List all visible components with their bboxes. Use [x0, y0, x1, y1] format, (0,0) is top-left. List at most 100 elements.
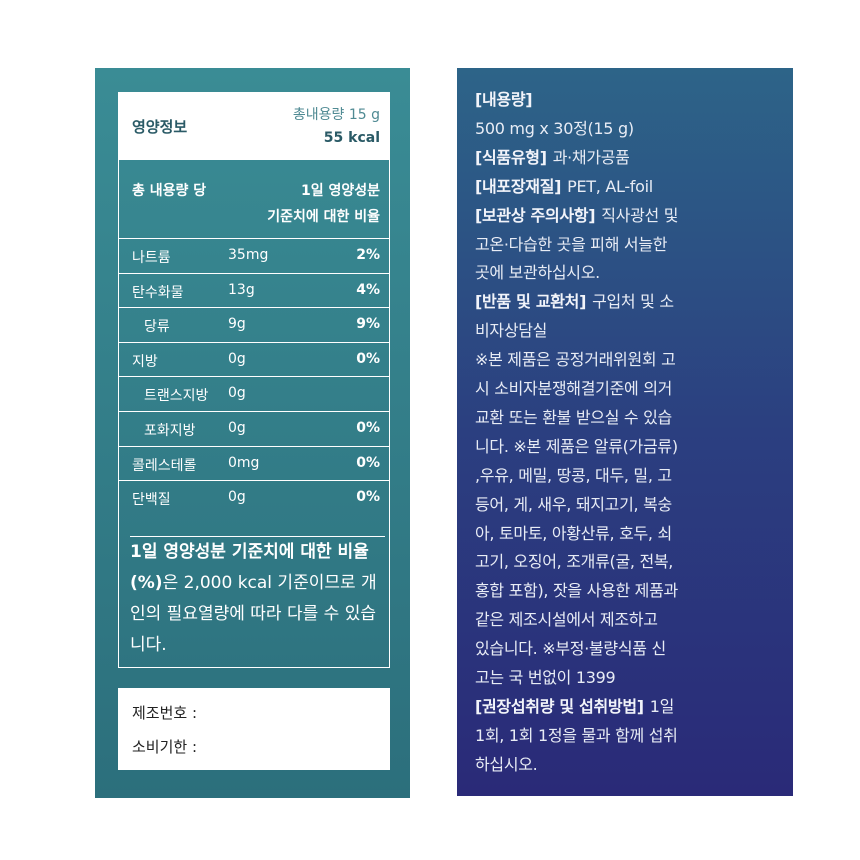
nutrient-name: 콜레스테롤 — [132, 457, 197, 474]
info-text: 등어, 게, 새우, 돼지고기, 복숭 — [475, 494, 672, 514]
nutrient-name: 포화지방 — [144, 423, 196, 439]
info-line: 홍합 포함), 잣을 사용한 제품과 — [475, 577, 678, 601]
header-left: 총 내용량 당 — [132, 183, 207, 199]
left-panel — [95, 68, 410, 798]
nutrient-row: 탄수화물 13g 4% — [118, 272, 390, 307]
info-text: 500 mg x 30정(15 g) — [475, 118, 634, 138]
nutrient-amount: 0g — [228, 489, 246, 506]
info-label: [내용량] — [475, 90, 533, 109]
nutrient-percent: 0% — [356, 350, 380, 367]
info-line: 교환 또는 환불 받으실 수 있습 — [475, 404, 672, 428]
nutrient-row: 트랜스지방 0g — [118, 376, 390, 410]
info-line: ※본 제품은 공정거래위원회 고 — [475, 346, 676, 370]
expiry: 소비기한 : — [132, 738, 198, 756]
nutrient-amount: 0mg — [228, 454, 260, 471]
nutrient-amount: 35mg — [228, 247, 269, 263]
lot-box: 제조번호 : 소비기한 : — [118, 688, 390, 770]
info-line: [권장섭취량 및 섭취방법] 1일 — [475, 693, 674, 717]
note-text: 은 2,000 kcal 기준이므로 개인의 필요열량에 따라 다를 수 있습니… — [130, 573, 377, 655]
info-text: ※본 제품은 공정거래위원회 고 — [475, 350, 676, 370]
info-label: [보관상 주의사항] — [475, 205, 596, 225]
info-text: 구입처 및 소 — [592, 292, 674, 312]
nutrient-name: 단백질 — [132, 492, 171, 509]
nutrient-row: 당류 9g 9% — [118, 307, 390, 341]
nutrient-name: 나트륨 — [132, 250, 171, 266]
title: 영양정보 — [132, 118, 188, 136]
nutrient-amount: 9g — [228, 316, 246, 333]
info-text: 과·채가공품 — [552, 147, 630, 167]
info-text: 고온·다습한 곳을 피해 서늘한 — [475, 234, 668, 254]
nutrient-percent: 0% — [356, 454, 380, 471]
info-text: 고기, 오징어, 조개류(굴, 전복, — [475, 552, 674, 572]
header-right: 1일 영양성분 — [300, 183, 380, 199]
nutrient-name: 당류 — [144, 319, 170, 336]
header-right: 기준치에 대한 비율 — [267, 209, 380, 225]
nutrient-row: 나트륨 35mg 2% — [118, 238, 390, 272]
nutrient-row: 지방 0g 0% — [118, 341, 390, 376]
total: 총내용량 15 g — [292, 107, 380, 123]
info-line: 아, 토마토, 아황산류, 호두, 쇠 — [475, 520, 672, 544]
nutrient-row: 단백질 0g 0% — [118, 480, 390, 514]
nutrient-percent: 9% — [356, 316, 380, 333]
nutrient-percent: 4% — [356, 281, 380, 298]
note: 1일 영양성분 기준치에 대한 비율(%)은 2,000 kcal 기준이므로 … — [130, 536, 385, 661]
info-line: [보관상 주의사항] 직사광선 및 — [475, 202, 678, 226]
nutrient-percent: 2% — [356, 247, 380, 263]
info-text: 홍합 포함), 잣을 사용한 제품과 — [475, 581, 678, 601]
nutrient-percent: 0% — [356, 420, 380, 436]
info-text: 비자상담실 — [475, 321, 548, 341]
info-text: 하십시오. — [475, 754, 538, 774]
info-text: 시 소비자분쟁해결기준에 의거 — [475, 379, 673, 398]
info-line: 하십시오. — [475, 751, 538, 775]
info-line: 비자상담실 — [475, 317, 547, 341]
nutrient-amount: 0g — [228, 420, 246, 436]
info-line: 500 mg x 30정(15 g) — [475, 115, 634, 139]
info-label: [식품유형] — [475, 147, 547, 167]
info-text: PET, AL-foil — [567, 176, 653, 196]
info-line: 곳에 보관하십시오. — [475, 259, 600, 283]
note-bold: 1일 영양성분 기준치에 대한 비율(%) — [130, 542, 369, 593]
info-line: 등어, 게, 새우, 돼지고기, 복숭 — [475, 491, 672, 515]
info-line: 니다. ※본 제품은 알류(가금류) — [475, 433, 678, 457]
info-text: 직사광선 및 — [601, 205, 679, 225]
info-text: 아, 토마토, 아황산류, 호두, 쇠 — [475, 523, 672, 543]
info-line: [내포장재질] PET, AL-foil — [475, 173, 653, 197]
info-line: 있습니다. ※부정·불량식품 신 — [475, 635, 666, 659]
nutrient-name: 탄수화물 — [132, 284, 184, 301]
info-text: 같은 제조시설에서 제조하고 — [475, 610, 658, 630]
info-label: [내포장재질] — [475, 176, 562, 196]
info-text: ,우유, 메밀, 땅콩, 대두, 밀, 고 — [475, 465, 672, 485]
nutrient-name: 트랜스지방 — [144, 388, 209, 405]
info-text: 고는 국 번없이 1399 — [475, 668, 616, 687]
nutrient-amount: 13g — [228, 281, 255, 298]
info-text: 1회, 1회 1정을 물과 함께 섭취 — [475, 725, 678, 745]
info-line: 고기, 오징어, 조개류(굴, 전복, — [475, 548, 673, 572]
info-line: 1회, 1회 1정을 물과 함께 섭취 — [475, 722, 678, 746]
info-label: [반품 및 교환처] — [475, 292, 587, 312]
nutrient-name: 지방 — [132, 353, 158, 370]
info-line: 같은 제조시설에서 제조하고 — [475, 606, 658, 630]
info-text: 교환 또는 환불 받으실 수 있습 — [475, 407, 672, 427]
nutrient-percent: 0% — [356, 489, 380, 506]
kcal: 55 kcal — [323, 130, 380, 146]
nutrition-box — [118, 92, 390, 668]
info-text: 곳에 보관하십시오. — [475, 263, 600, 283]
info-line: [내용량] — [475, 86, 533, 110]
nutrition-header: 영양정보 총내용량 15 g 55 kcal — [118, 92, 390, 160]
info-label: [권장섭취량 및 섭취방법] — [475, 696, 644, 716]
nutrient-row: 포화지방 0g 0% — [118, 411, 390, 445]
info-line: ,우유, 메밀, 땅콩, 대두, 밀, 고 — [475, 462, 672, 486]
info-line: 시 소비자분쟁해결기준에 의거 — [475, 375, 672, 399]
nutrient-row: 콜레스테롤 0mg 0% — [118, 445, 390, 480]
nutrient-amount: 0g — [228, 385, 246, 402]
info-line: [식품유형] 과·채가공품 — [475, 144, 630, 168]
info-text: 니다. ※본 제품은 알류(가금류) — [475, 436, 678, 456]
info-line: 고는 국 번없이 1399 — [475, 664, 616, 688]
info-line: [반품 및 교환처] 구입처 및 소 — [475, 288, 674, 312]
info-line: 고온·다습한 곳을 피해 서늘한 — [475, 231, 667, 255]
right-panel — [457, 68, 793, 796]
info-text: 1일 — [649, 696, 675, 716]
nutrient-amount: 0g — [228, 350, 246, 367]
lot: 제조번호 : — [132, 704, 198, 722]
